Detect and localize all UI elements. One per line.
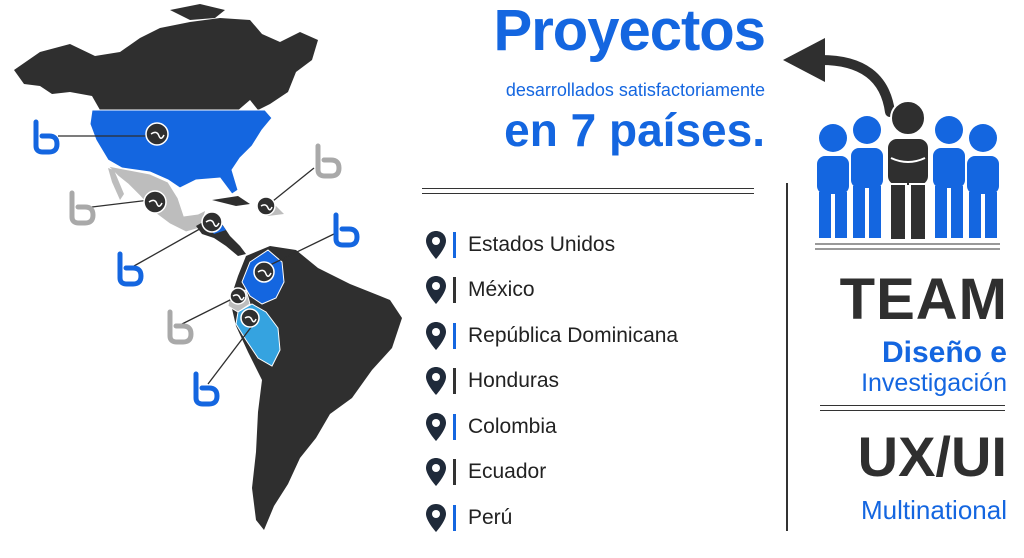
map-pin-icon (426, 230, 446, 259)
b-logo-icon (193, 371, 220, 407)
map-pin-icon (426, 503, 446, 532)
team-people-icon (817, 100, 999, 241)
b-logo-icon (117, 251, 144, 287)
country-bar (453, 277, 456, 304)
curved-arrow-icon (783, 38, 895, 117)
country-name: Honduras (468, 369, 560, 393)
team-graphic (783, 38, 1000, 250)
country-list: Estados Unidos México República Dominicana… (425, 222, 775, 541)
country-bar (453, 368, 456, 395)
divider (422, 193, 754, 194)
country-name: Ecuador (468, 460, 547, 484)
country-item: Ecuador (425, 450, 775, 496)
baja-california (108, 168, 124, 200)
country-name: República Dominicana (468, 323, 679, 347)
team-subheading: Diseño e (881, 336, 1007, 369)
map-pin-icon (426, 276, 446, 305)
country-item: México (425, 268, 775, 314)
usa-region (89, 109, 273, 195)
country-name: Colombia (468, 414, 557, 438)
map-pin-icon (426, 367, 446, 396)
americas-map (14, 4, 402, 530)
country-name: México (468, 278, 535, 302)
headline-title: Proyectos (493, 0, 766, 63)
b-logo-icon (315, 143, 342, 179)
badge-icon (145, 122, 169, 146)
badge-icon (253, 261, 275, 283)
vertical-divider (786, 183, 788, 531)
north-america-landmass (14, 18, 318, 112)
location-badges (143, 122, 276, 328)
map-pin-icon (426, 412, 446, 441)
country-item: Perú (425, 495, 775, 541)
headline: Proyectos desarrollados satisfactoriamen… (420, 0, 766, 156)
country-item: Colombia (425, 404, 775, 450)
headline-count: en 7 países. (504, 104, 765, 156)
badge-icon (201, 211, 223, 233)
uxui-heading: UX/UI (857, 425, 1007, 488)
badge-icon (143, 190, 167, 214)
b-logo-icon (167, 309, 194, 345)
badge-icon (229, 287, 247, 305)
country-name: Perú (468, 505, 513, 529)
headline-subtitle: desarrollados satisfactoriamente (505, 80, 765, 100)
country-item: Estados Unidos (425, 222, 775, 268)
team-heading: TEAM (839, 267, 1008, 332)
team-subheading-2: Investigación (861, 369, 1007, 397)
multinational-label: Multinational (861, 495, 1007, 525)
b-logo-icon (333, 212, 360, 248)
country-bar (453, 322, 456, 349)
country-item: República Dominicana (425, 313, 775, 359)
b-logo-icon (33, 119, 60, 155)
caribbean-islands (212, 196, 250, 206)
divider (422, 188, 754, 189)
b-logo-icon (69, 190, 96, 226)
country-bar (453, 504, 456, 531)
badge-icon (256, 196, 276, 216)
divider (820, 410, 1005, 411)
arctic-islands (170, 4, 225, 20)
map-pin-icon (426, 458, 446, 487)
country-bar (453, 231, 456, 258)
badge-icon (240, 308, 260, 328)
south-america-landmass (230, 246, 402, 530)
country-item: Honduras (425, 359, 775, 405)
map-pin-icon (426, 321, 446, 350)
country-bar (453, 459, 456, 486)
country-bar (453, 413, 456, 440)
divider (820, 405, 1005, 406)
country-name: Estados Unidos (468, 232, 616, 256)
